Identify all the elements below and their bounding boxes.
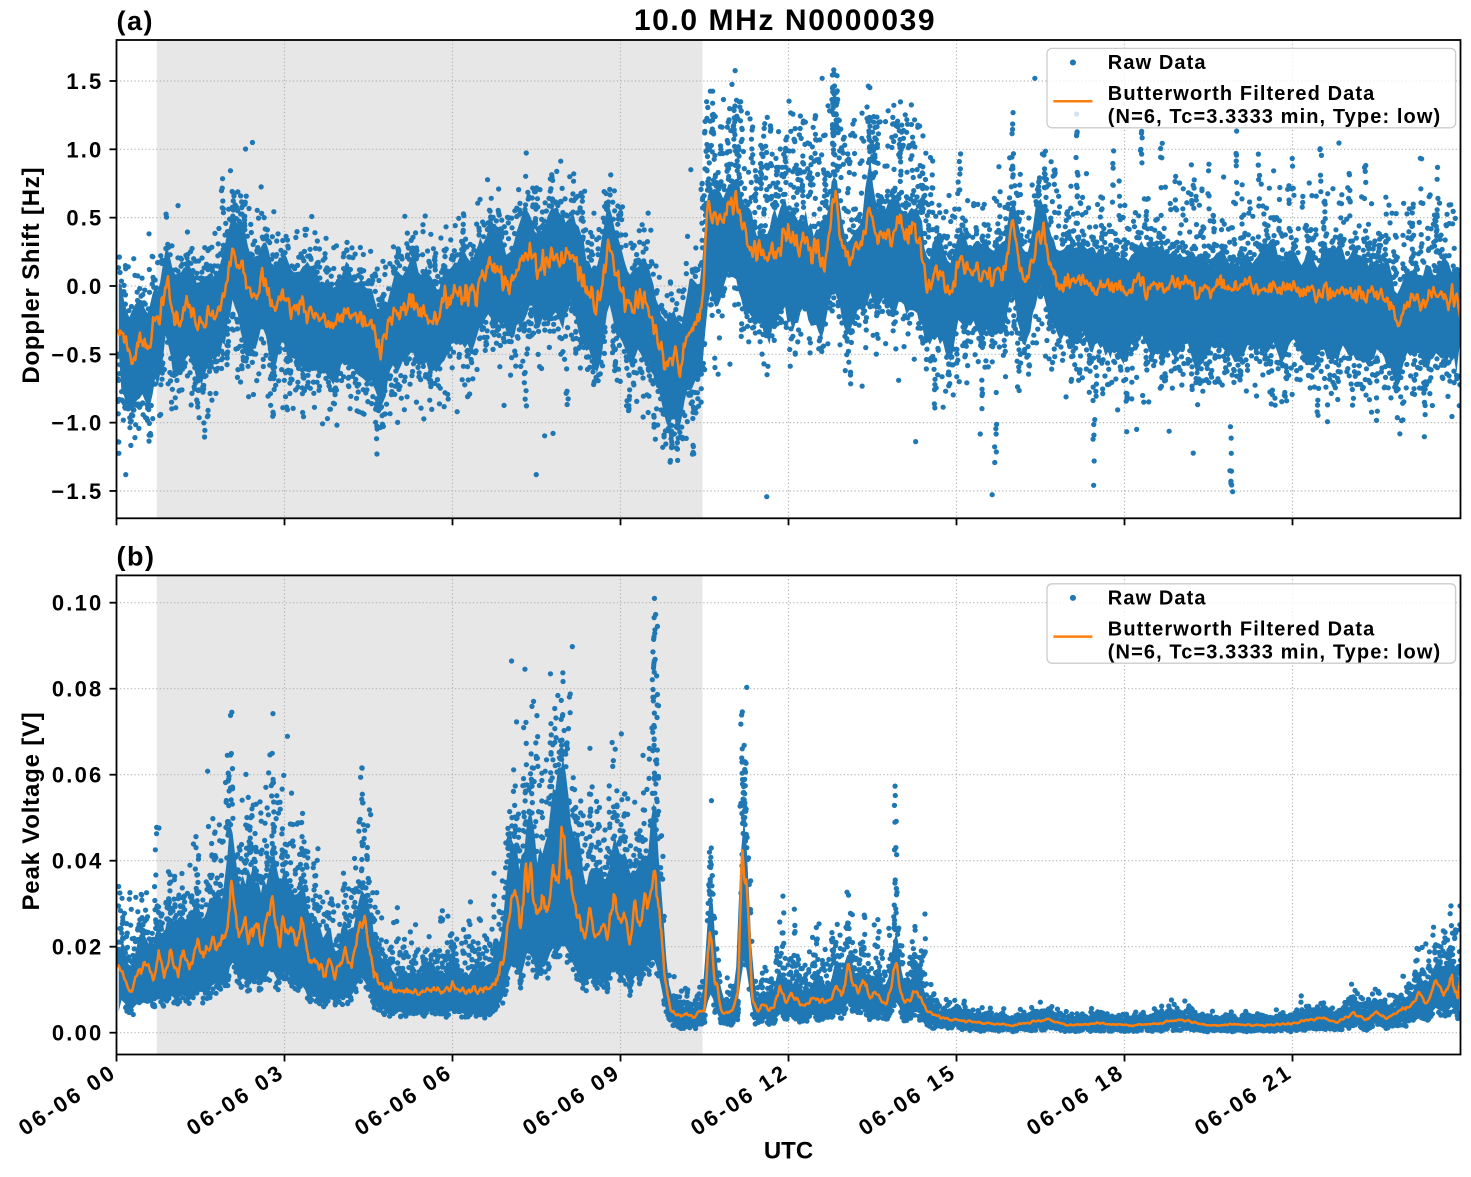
svg-text:Raw Data: Raw Data	[1108, 52, 1207, 74]
svg-text:0.00: 0.00	[52, 1021, 104, 1046]
svg-text:−1.5: −1.5	[51, 479, 103, 504]
svg-text:10.0 MHz N0000039: 10.0 MHz N0000039	[634, 4, 936, 37]
svg-text:0.0: 0.0	[66, 274, 103, 299]
svg-text:1.5: 1.5	[66, 69, 103, 94]
svg-text:(N=6, Tc=3.3333 min, Type: low: (N=6, Tc=3.3333 min, Type: low)	[1108, 641, 1441, 663]
svg-text:(N=6, Tc=3.3333 min, Type: low: (N=6, Tc=3.3333 min, Type: low)	[1108, 106, 1441, 128]
svg-text:0.10: 0.10	[52, 591, 104, 616]
svg-text:Doppler Shift [Hz]: Doppler Shift [Hz]	[18, 167, 45, 384]
svg-text:0.08: 0.08	[52, 677, 104, 702]
svg-text:Butterworth Filtered Data: Butterworth Filtered Data	[1108, 83, 1376, 105]
svg-text:Butterworth Filtered Data: Butterworth Filtered Data	[1108, 619, 1376, 641]
svg-text:−1.0: −1.0	[51, 411, 103, 436]
svg-text:Raw Data: Raw Data	[1108, 587, 1207, 609]
svg-text:0.04: 0.04	[52, 849, 104, 874]
svg-text:−0.5: −0.5	[51, 342, 103, 367]
svg-text:(b): (b)	[117, 542, 156, 572]
svg-text:Peak Voltage [V]: Peak Voltage [V]	[18, 711, 45, 910]
svg-text:0.06: 0.06	[52, 763, 104, 788]
svg-text:1.0: 1.0	[66, 137, 103, 162]
svg-text:UTC: UTC	[764, 1138, 813, 1165]
svg-text:(a): (a)	[117, 6, 155, 36]
svg-text:0.02: 0.02	[52, 935, 104, 960]
svg-text:0.5: 0.5	[66, 206, 103, 231]
